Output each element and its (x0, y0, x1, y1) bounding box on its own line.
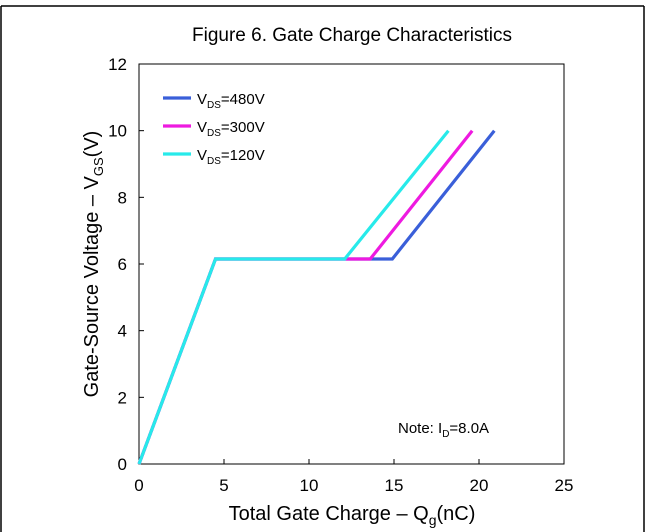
legend-label-1: VDS=300V (197, 119, 265, 139)
chart-title: Figure 6. Gate Charge Characteristics (192, 25, 512, 46)
x-tick-label: 15 (385, 476, 404, 495)
x-tick-label: 10 (300, 476, 319, 495)
y-tick-label: 10 (108, 122, 127, 141)
x-tick-label: 5 (219, 476, 228, 495)
y-axis-label: Gate-Source Voltage – VGS(V) (81, 131, 106, 398)
x-axis-label: Total Gate Charge – Qg(nC) (229, 503, 476, 528)
y-tick-label: 0 (118, 455, 127, 474)
axis-ticks: 0 5 10 15 20 25 0 2 4 6 8 10 12 (108, 55, 573, 495)
x-tick-label: 0 (134, 476, 143, 495)
series-line-1 (137, 129, 474, 465)
y-tick-label: 2 (118, 388, 127, 407)
x-tick-label: 20 (470, 476, 489, 495)
y-tick-label: 6 (118, 255, 127, 274)
series-lines (137, 129, 496, 465)
legend: VDS=480V VDS=300V VDS=120V (163, 91, 265, 167)
legend-label-2: VDS=120V (197, 147, 265, 167)
legend-label-0: VDS=480V (197, 91, 265, 111)
y-tick-label: 8 (118, 188, 127, 207)
series-line-2 (137, 129, 450, 465)
x-tick-label: 25 (555, 476, 574, 495)
y-tick-label: 12 (108, 55, 127, 74)
series-line-0 (137, 129, 496, 465)
y-tick-label: 4 (118, 322, 127, 341)
note-annotation: Note: ID=8.0A (398, 420, 489, 440)
